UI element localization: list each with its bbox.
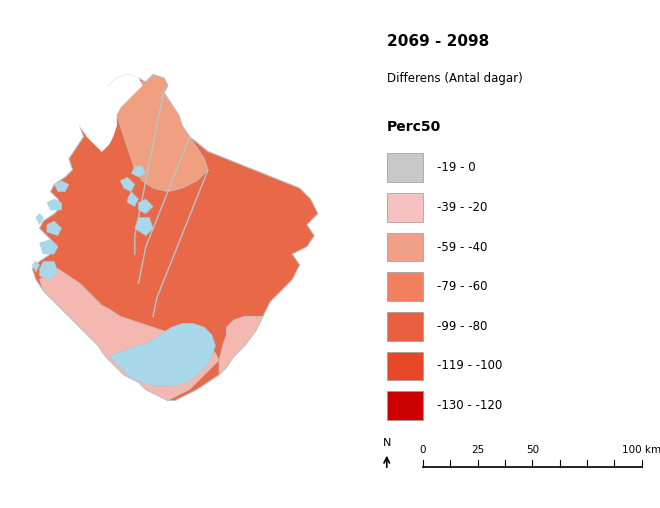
- Bar: [387, 153, 423, 182]
- Polygon shape: [47, 199, 61, 210]
- Bar: [387, 352, 423, 380]
- Polygon shape: [47, 221, 61, 236]
- Polygon shape: [135, 217, 153, 236]
- Text: 50: 50: [526, 445, 539, 455]
- Text: -19 - 0: -19 - 0: [437, 161, 475, 174]
- Polygon shape: [54, 181, 69, 192]
- Text: -39 - -20: -39 - -20: [437, 201, 487, 214]
- Text: Perc50: Perc50: [387, 120, 441, 134]
- Polygon shape: [80, 75, 142, 151]
- Polygon shape: [40, 269, 219, 400]
- Bar: [387, 272, 423, 301]
- Polygon shape: [139, 199, 153, 214]
- Text: -79 - -60: -79 - -60: [437, 280, 487, 293]
- Text: -130 - -120: -130 - -120: [437, 399, 502, 412]
- Bar: [387, 233, 423, 261]
- Bar: [387, 312, 423, 340]
- Polygon shape: [32, 75, 318, 400]
- Text: 25: 25: [471, 445, 484, 455]
- Text: -119 - -100: -119 - -100: [437, 360, 502, 372]
- Polygon shape: [32, 261, 40, 272]
- Bar: [387, 391, 423, 420]
- Text: 0: 0: [420, 445, 426, 455]
- Text: Differens (Antal dagar): Differens (Antal dagar): [387, 72, 523, 85]
- Polygon shape: [120, 177, 135, 192]
- Bar: [387, 193, 423, 221]
- Polygon shape: [40, 239, 58, 254]
- Polygon shape: [116, 75, 208, 192]
- Polygon shape: [219, 316, 263, 375]
- Text: 2069 - 2098: 2069 - 2098: [387, 34, 489, 49]
- Polygon shape: [40, 261, 58, 279]
- Text: N: N: [383, 438, 391, 448]
- Polygon shape: [36, 214, 44, 225]
- Polygon shape: [131, 166, 146, 177]
- Polygon shape: [127, 192, 139, 206]
- Text: -59 - -40: -59 - -40: [437, 240, 487, 253]
- Text: -99 - -80: -99 - -80: [437, 320, 487, 333]
- Text: 100 km: 100 km: [622, 445, 660, 455]
- Polygon shape: [109, 324, 215, 386]
